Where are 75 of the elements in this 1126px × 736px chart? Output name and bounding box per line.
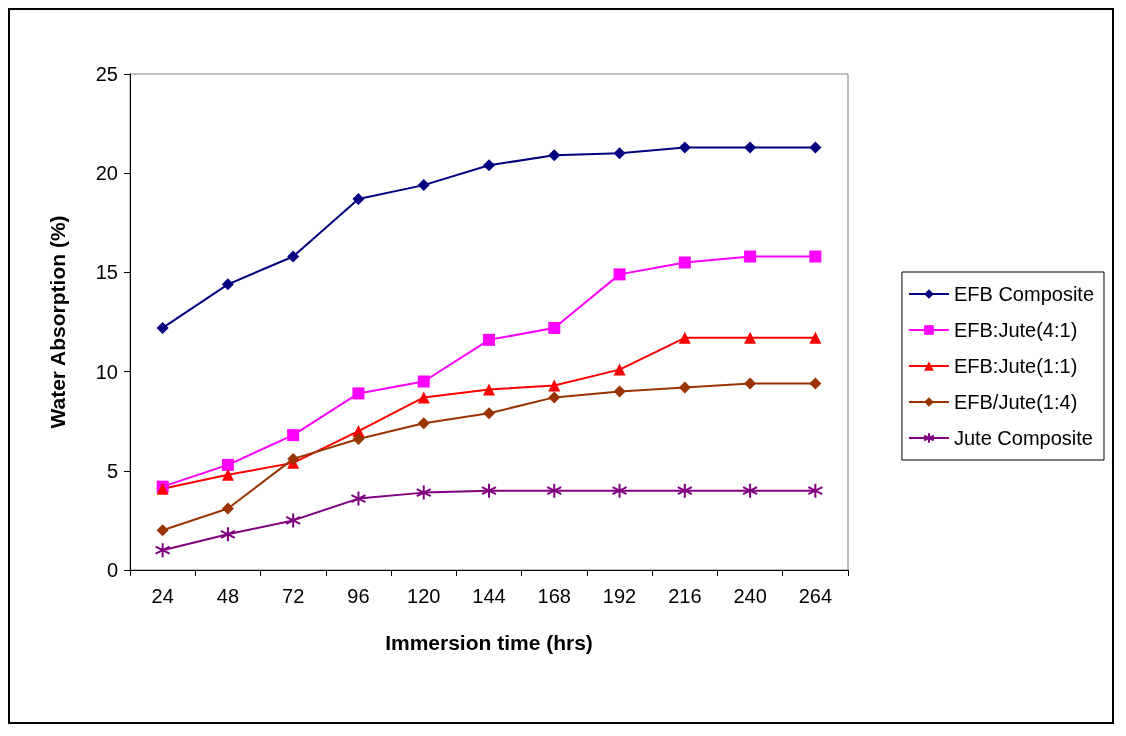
point — [548, 379, 561, 392]
point — [156, 321, 169, 334]
point — [678, 331, 691, 344]
legend-label: EFB/Jute(1:4) — [953, 391, 1078, 413]
point — [352, 192, 365, 205]
x-axis-title: Immersion time (hrs) — [385, 631, 593, 654]
point — [417, 375, 430, 388]
point — [483, 333, 495, 346]
point — [415, 484, 432, 501]
point — [221, 458, 234, 471]
x-tick-label: 48 — [216, 585, 240, 607]
y-axis-title: Water Absorption (%) — [46, 215, 69, 429]
point — [483, 407, 495, 420]
point — [417, 391, 430, 404]
x-tick-label: 240 — [733, 585, 767, 607]
x-tick-label: 24 — [151, 585, 174, 607]
x-tick-label: 144 — [472, 585, 506, 607]
y-tick-label: 5 — [106, 459, 118, 482]
point — [809, 141, 822, 154]
y-tick-label: 25 — [95, 63, 118, 85]
x-tick-label: 216 — [668, 585, 702, 607]
point — [287, 429, 300, 442]
point — [744, 141, 757, 154]
x-tick-label: 192 — [602, 585, 637, 607]
point — [611, 482, 628, 499]
point — [481, 482, 497, 499]
point — [613, 268, 626, 281]
point — [613, 385, 626, 398]
point — [154, 542, 171, 559]
point — [613, 363, 626, 376]
point — [678, 381, 691, 394]
y-tick-label: 0 — [106, 559, 118, 581]
point — [678, 141, 691, 154]
x-tick-label: 72 — [282, 585, 305, 607]
point — [221, 278, 234, 291]
point — [548, 321, 561, 334]
point — [221, 502, 234, 515]
point — [548, 391, 561, 404]
point — [156, 524, 169, 537]
x-tick-label: 96 — [347, 585, 370, 607]
legend-label: EFB Composite — [953, 283, 1095, 305]
point — [809, 331, 822, 344]
point — [352, 387, 365, 400]
legend-label: Jute Composite — [953, 427, 1093, 449]
point — [678, 256, 691, 269]
point — [417, 179, 430, 192]
x-tick-label: 168 — [537, 585, 571, 607]
point — [417, 417, 430, 430]
point — [809, 377, 822, 390]
legend-label: EFB:Jute(4:1) — [953, 319, 1078, 341]
point — [483, 383, 495, 396]
point — [546, 482, 563, 499]
y-tick-label: 20 — [95, 162, 118, 185]
point — [744, 250, 757, 263]
point — [807, 482, 824, 499]
point — [287, 452, 300, 465]
x-tick-label: 120 — [407, 585, 441, 607]
y-tick-label: 10 — [95, 360, 118, 383]
legend-label: EFB:Jute(1:1) — [953, 355, 1078, 377]
point — [483, 159, 495, 172]
point — [809, 250, 822, 263]
point — [744, 377, 757, 390]
y-tick-label: 15 — [95, 261, 118, 284]
point — [285, 512, 302, 529]
point — [352, 433, 365, 446]
point — [221, 468, 234, 481]
point — [744, 331, 757, 344]
point — [219, 526, 236, 543]
point — [742, 482, 759, 499]
point — [287, 250, 300, 263]
point — [613, 147, 626, 160]
point — [548, 149, 561, 162]
point — [676, 482, 693, 499]
point — [350, 490, 367, 507]
x-tick-label: 264 — [798, 585, 833, 607]
